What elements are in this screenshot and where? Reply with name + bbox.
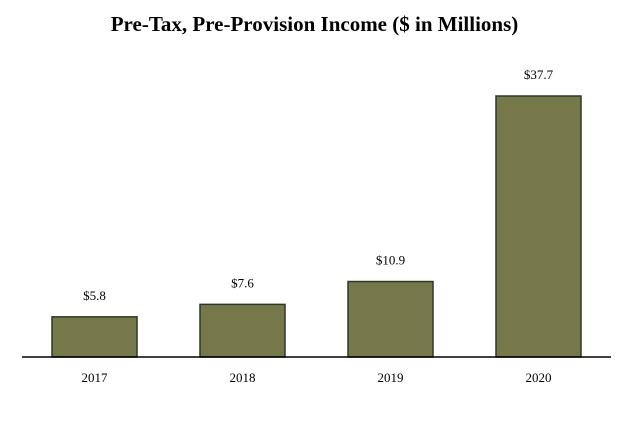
value-label-2017: $5.8 (83, 288, 106, 303)
chart-title: Pre-Tax, Pre-Provision Income ($ in Mill… (110, 12, 519, 36)
bar-2020 (495, 95, 582, 358)
x-tick-label-2018: 2018 (230, 370, 256, 385)
bar-2019 (347, 280, 434, 358)
value-label-2019: $10.9 (376, 253, 405, 268)
bars-group (51, 95, 582, 358)
tick-labels-group: 2017 2018 2019 2020 (82, 370, 552, 385)
value-label-2018: $7.6 (231, 275, 254, 290)
bar-2018 (199, 303, 286, 358)
bar-2017 (51, 316, 138, 358)
x-tick-label-2020: 2020 (526, 370, 552, 385)
x-tick-label-2019: 2019 (378, 370, 404, 385)
value-label-2020: $37.7 (524, 67, 554, 82)
x-tick-label-2017: 2017 (82, 370, 109, 385)
value-labels-group: $5.8 $7.6 $10.9 $37.7 (83, 67, 554, 303)
